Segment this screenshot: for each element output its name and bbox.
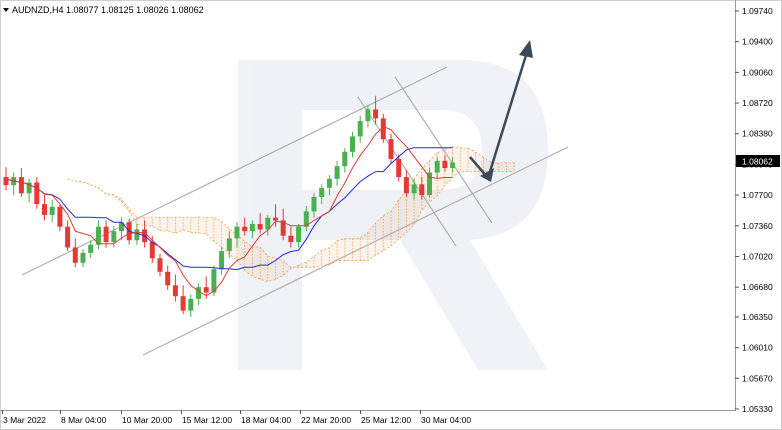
candle-body	[196, 287, 201, 299]
candle-body	[242, 226, 248, 232]
time-tick-label: 25 Mar 12:00	[361, 415, 411, 425]
channel-upper-line	[21, 66, 448, 276]
candle-body	[311, 196, 317, 212]
time-tick-label: 15 Mar 12:00	[182, 415, 232, 425]
candle-body	[296, 226, 302, 243]
candle-body	[234, 226, 240, 239]
candle-body	[3, 177, 9, 186]
candle-body	[249, 223, 255, 232]
price-tick-label: 1.07020	[742, 251, 773, 261]
candle-body	[273, 217, 278, 221]
time-axis: 3 Mar 2022 8 Mar 04:00 10 Mar 20:00 15 Mar …	[2, 410, 471, 425]
candle-body	[265, 217, 271, 230]
correction-channel-left	[357, 96, 457, 247]
candle-body	[80, 252, 86, 263]
channel-lower-line	[142, 146, 569, 356]
candle-body	[49, 206, 55, 215]
candle-body	[211, 269, 217, 293]
correction-channel-right	[394, 76, 493, 224]
candle-body	[280, 220, 286, 236]
time-tick-label: 3 Mar 2022	[3, 415, 46, 425]
forecast-arrowhead-down-icon	[480, 168, 494, 182]
candle-body	[18, 177, 24, 194]
candle-body	[442, 160, 448, 169]
candle-body	[203, 287, 209, 293]
cloud-span-b	[67, 171, 515, 268]
candle-body	[403, 177, 409, 194]
candle-body	[427, 172, 432, 196]
current-price-marker: 1.08062	[736, 155, 780, 167]
candle-body	[165, 271, 171, 286]
candle-body	[411, 184, 417, 194]
candle-body	[319, 187, 325, 197]
candle-body	[57, 206, 63, 227]
candle-body	[111, 231, 117, 243]
candle-body	[342, 151, 348, 167]
price-tick-label: 1.07700	[742, 190, 773, 200]
candle-body	[219, 251, 225, 270]
candle-body	[257, 223, 263, 230]
candle-body	[34, 182, 40, 205]
candle-body	[326, 178, 332, 188]
candle-body	[350, 136, 355, 152]
tenkan-line	[5, 125, 453, 297]
candle-body	[388, 139, 394, 160]
price-tick-label: 1.06350	[742, 312, 773, 322]
time-tick-label: 22 Mar 20:00	[301, 415, 351, 425]
time-tick-label: 30 Mar 04:00	[421, 415, 471, 425]
candle-body	[157, 258, 163, 272]
dropdown-triangle-icon[interactable]	[3, 8, 9, 12]
candle-body	[65, 226, 71, 248]
price-tick-label: 1.09060	[742, 67, 773, 77]
price-tick-label: 1.07360	[742, 221, 773, 231]
time-tick-label: 10 Mar 20:00	[122, 415, 172, 425]
price-tick-label: 1.09740	[742, 6, 773, 16]
price-tick-label: 1.09400	[742, 37, 773, 47]
cloud-fill	[67, 146, 515, 282]
chart-header: AUDNZD,H4 1.08077 1.08125 1.08026 1.0806…	[3, 5, 204, 15]
candle-body	[95, 226, 101, 245]
candle-body	[42, 204, 47, 215]
price-tick-label: 1.05330	[742, 404, 773, 414]
candle-body	[226, 238, 232, 252]
time-tick-label: 18 Mar 04:00	[241, 415, 291, 425]
candle-body	[365, 109, 371, 122]
price-tick-label: 1.05670	[742, 373, 773, 383]
candle-body	[288, 235, 294, 243]
trend-channels	[21, 66, 569, 356]
candle-body	[419, 184, 425, 196]
symbol-ohlc-label: AUDNZD,H4 1.08077 1.08125 1.08026 1.0806…	[12, 5, 204, 15]
time-tick-label: 8 Mar 04:00	[61, 415, 107, 425]
candle-body	[434, 160, 440, 173]
candle-body	[450, 162, 456, 169]
candle-body	[26, 182, 32, 194]
candle-body	[88, 244, 94, 253]
candle-body	[180, 296, 186, 311]
current-price-label: 1.08062	[742, 157, 773, 167]
price-tick-label: 1.06010	[742, 343, 773, 353]
price-tick-label: 1.08380	[742, 129, 773, 139]
candle-body	[149, 242, 155, 259]
candle-body	[119, 222, 124, 232]
candle-body	[303, 211, 309, 227]
candle-body	[334, 166, 340, 179]
candle-body	[380, 118, 386, 140]
candle-body	[357, 121, 363, 137]
cloud-span-a	[67, 146, 515, 282]
ichimoku-lines	[5, 125, 453, 297]
candle-body	[172, 285, 178, 297]
candle-body	[134, 229, 140, 241]
forecast-arrows	[469, 40, 533, 182]
candle-body	[103, 226, 109, 243]
forecast-arrowhead-up-icon	[519, 40, 533, 58]
price-tick-label: 1.06680	[742, 282, 773, 292]
candle-body	[373, 109, 379, 119]
price-tick-label: 1.08720	[742, 98, 773, 108]
candle-body	[396, 159, 402, 178]
candle-body	[72, 247, 78, 263]
candle-body	[188, 298, 194, 311]
